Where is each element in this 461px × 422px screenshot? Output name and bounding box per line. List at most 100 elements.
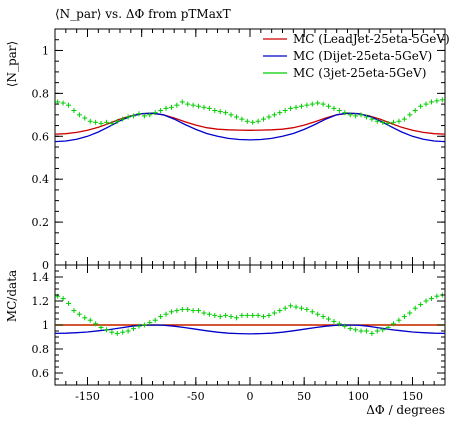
x-tick-label: 100: [348, 390, 369, 403]
main-series-2-point: [196, 103, 202, 109]
main-series-2-point: [423, 101, 429, 107]
ratio-series-2-point: [141, 322, 147, 328]
main-series-2-point: [228, 112, 234, 118]
ratio-y-tick-label: 1.4: [32, 271, 50, 284]
ratio-series-2-point: [98, 324, 104, 330]
main-series-2-point: [412, 108, 418, 114]
main-series-2-point: [428, 99, 434, 105]
main-series-2-point: [103, 119, 109, 125]
ratio-series-2-point: [309, 309, 315, 315]
ratio-series-2-point: [103, 327, 109, 333]
main-series-2-point: [315, 100, 321, 106]
x-tick-label: 0: [247, 390, 254, 403]
x-tick-label: 50: [297, 390, 311, 403]
main-series-2-point: [152, 110, 158, 116]
main-series-2-point: [179, 99, 185, 105]
x-tick-label: -50: [187, 390, 205, 403]
main-series-2-point: [250, 119, 256, 125]
main-series-2-point: [87, 118, 93, 124]
ratio-series-2-point: [228, 314, 234, 320]
main-series-2-point: [391, 119, 397, 125]
main-series-2-point: [385, 120, 391, 126]
main-series-2-point: [109, 120, 115, 126]
ratio-series-2-point: [136, 323, 142, 329]
ratio-series-2-point: [82, 315, 88, 321]
ratio-series-2-point: [163, 311, 169, 317]
legend: MC (LeadJet-25eta-5GeV) MC (Dijet-25eta-5…: [263, 32, 450, 80]
ratio-series-2-point: [353, 327, 359, 333]
ratio-series-2-point: [201, 310, 207, 316]
main-series-2-point: [66, 102, 72, 108]
legend-label: MC (LeadJet-25eta-5GeV): [293, 32, 450, 46]
ratio-series-2-point: [60, 296, 66, 302]
ratio-series-2-point: [190, 308, 196, 314]
main-series-2-point: [396, 118, 402, 124]
main-series-2-point: [304, 102, 310, 108]
ratio-series-2-point: [401, 314, 407, 320]
ratio-series-2-point: [212, 312, 218, 318]
main-series-2-point: [298, 103, 304, 109]
main-y-tick-label: 0.2: [32, 216, 50, 229]
ratio-series-2-point: [288, 303, 294, 309]
ratio-series-2-point: [174, 308, 180, 314]
ratio-y-axis-label: MC/data: [5, 270, 19, 322]
ratio-series-2-point: [158, 314, 164, 320]
ratio-series-2-point: [293, 304, 299, 310]
main-series-2-point: [233, 114, 239, 120]
ratio-series-2-point: [71, 308, 77, 314]
main-y-tick-label: 0.4: [32, 173, 50, 186]
ratio-y-tick-label: 1: [42, 319, 49, 332]
ratio-series-2-point: [412, 305, 418, 311]
main-series-2-point: [309, 101, 315, 107]
main-series-2-point: [439, 97, 445, 103]
main-series-2-point: [168, 104, 174, 110]
ratio-series-2-point: [358, 328, 364, 334]
main-series-2-point: [255, 118, 261, 124]
ratio-series-2-point: [93, 321, 99, 327]
main-series-2-point: [434, 98, 440, 104]
main-series-2-point: [60, 100, 66, 106]
ratio-series-2-point: [179, 306, 185, 312]
main-series-2-point: [358, 112, 364, 118]
main-series-2-point: [147, 112, 153, 118]
ratio-series-2-point: [250, 312, 256, 318]
ratio-y-tick-label: 0.8: [32, 343, 50, 356]
ratio-series-2-point: [423, 298, 429, 304]
ratio-series-2-point: [347, 326, 353, 332]
ratio-series-2-point: [217, 314, 223, 320]
ratio-series-2-point: [298, 305, 304, 311]
ratio-series-2-point: [374, 328, 380, 334]
main-series-2-point: [277, 110, 283, 116]
main-series-2-point: [158, 108, 164, 114]
ratio-series-2-point: [385, 324, 391, 330]
ratio-series-2-point: [261, 314, 267, 320]
main-series-2-point: [363, 114, 369, 120]
main-series-2-point: [174, 102, 180, 108]
ratio-series-2-point: [428, 296, 434, 302]
ratio-series-2-point: [391, 321, 397, 327]
ratio-series-2-point: [109, 329, 115, 335]
ratio-series-2-point: [196, 308, 202, 314]
main-series-2-point: [239, 116, 245, 122]
main-series-2-point: [217, 109, 223, 115]
main-series-2-point: [342, 110, 348, 116]
ratio-series-2-point: [369, 330, 375, 336]
ratio-series-2-point: [336, 321, 342, 327]
main-series-2-point: [374, 118, 380, 124]
main-y-tick-label: 0.6: [32, 130, 50, 143]
main-series-2-point: [206, 105, 212, 111]
ratio-series-2-point: [320, 314, 326, 320]
ratio-series-2-point: [125, 328, 131, 334]
main-y-tick-label: 0: [42, 259, 49, 272]
ratio-series-2-point: [239, 312, 245, 318]
ratio-series-2-point: [66, 300, 72, 306]
main-series-2-point: [71, 108, 77, 114]
ratio-series-2-point: [255, 312, 261, 318]
legend-label: MC (Dijet-25eta-5GeV): [293, 49, 432, 63]
ratio-series-2-point: [233, 315, 239, 321]
main-series-2-point: [244, 118, 250, 124]
main-series-2-point: [261, 116, 267, 122]
ratio-plot-layer: [54, 292, 446, 336]
main-series-2-point: [320, 101, 326, 107]
main-series-2-point: [407, 112, 413, 118]
